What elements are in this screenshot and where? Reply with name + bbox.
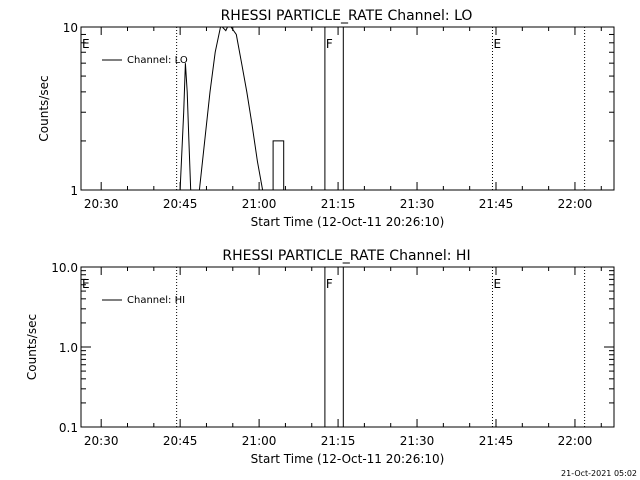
x-tick-label: 20:45: [163, 197, 198, 211]
x-tick-label: 20:45: [163, 434, 198, 448]
x-tick-label: 21:30: [400, 197, 435, 211]
footer-timestamp: 21-Oct-2021 05:02: [561, 469, 637, 478]
x-tick-label: 21:30: [400, 434, 435, 448]
series-line: [324, 266, 344, 427]
chart-title: RHESSI PARTICLE_RATE Channel: HI: [222, 248, 470, 264]
y-tick-label: 10: [63, 21, 78, 35]
x-axis-label: Start Time (12-Oct-11 20:26:10): [251, 452, 445, 466]
event-annotation: E: [82, 277, 90, 291]
chart-title: RHESSI PARTICLE_RATE Channel: LO: [221, 8, 473, 24]
y-tick-label: 1.0: [59, 341, 78, 355]
y-axis-label: Counts/sec: [37, 75, 51, 141]
legend-label: Channel: HI: [127, 295, 185, 306]
event-annotation: F: [326, 277, 333, 291]
y-axis-label: Counts/sec: [25, 314, 39, 380]
event-annotation: F: [326, 37, 333, 51]
x-tick-label: 22:00: [558, 197, 593, 211]
y-tick-label: 10.0: [51, 261, 78, 275]
series-line: [179, 26, 344, 191]
x-tick-label: 20:30: [84, 197, 119, 211]
chart-panel-2: RHESSI PARTICLE_RATE Channel: HI Counts/s…: [25, 248, 615, 466]
x-tick-label: 22:00: [558, 434, 593, 448]
chart-panel-1: RHESSI PARTICLE_RATE Channel: LO Counts/s…: [37, 8, 615, 229]
y-tick-label: 1: [70, 184, 78, 198]
event-annotation: E: [493, 277, 501, 291]
x-tick-label: 21:45: [479, 434, 514, 448]
x-tick-label: 21:00: [242, 434, 277, 448]
x-tick-label: 21:45: [479, 197, 514, 211]
x-tick-label: 21:00: [242, 197, 277, 211]
legend-label: Channel: LO: [127, 55, 188, 66]
x-tick-label: 21:15: [321, 197, 356, 211]
plot-frame: [80, 26, 615, 191]
x-tick-label: 21:15: [321, 434, 356, 448]
y-tick-label: 0.1: [59, 421, 78, 435]
x-axis-label: Start Time (12-Oct-11 20:26:10): [251, 215, 445, 229]
event-annotation: E: [82, 37, 90, 51]
x-tick-label: 20:30: [84, 434, 119, 448]
event-annotation: E: [493, 37, 501, 51]
